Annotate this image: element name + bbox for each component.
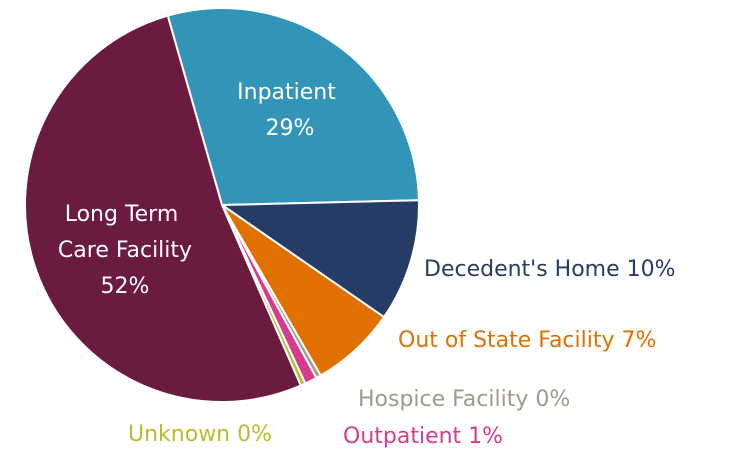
pie-slice (24, 14, 303, 403)
slice-label-value: 0% (237, 422, 272, 447)
slice-label-value: 0% (535, 387, 570, 412)
slice-label-line: Care Facility (58, 238, 192, 263)
slice-label-value: 7% (622, 328, 657, 353)
pie-slice (218, 199, 420, 319)
slice-label: Out of State Facility 7% (398, 328, 656, 353)
slice-label-name: Out of State Facility (398, 328, 615, 353)
slice-label-value: 1% (468, 424, 503, 449)
slice-label-line: Long Term (65, 202, 186, 227)
slice-label: Inpatient 29% (237, 80, 343, 141)
slice-label: Hospice Facility 0% (358, 387, 570, 412)
slice-label-name: Inpatient (237, 80, 343, 105)
slice-label-value: 29% (266, 116, 315, 141)
slice-label-name: Unknown (128, 422, 230, 447)
slice-label-name: Outpatient (343, 424, 462, 449)
slice-label-value: 10% (627, 257, 676, 282)
slice-label: Outpatient 1% (343, 424, 503, 449)
slice-label: Unknown 0% (128, 422, 272, 447)
slice-label-name: Hospice Facility (358, 387, 528, 412)
slice-label-name: Long Term Care Facility (58, 202, 192, 263)
slice-label: Decedent's Home 10% (424, 257, 676, 282)
pie-slice (166, 7, 420, 207)
slice-label: Long Term Care Facility 52% (58, 202, 192, 299)
slice-label-value: 52% (101, 274, 150, 299)
slice-label-line: Inpatient (237, 80, 343, 105)
slice-label-name: Decedent's Home (424, 257, 620, 282)
